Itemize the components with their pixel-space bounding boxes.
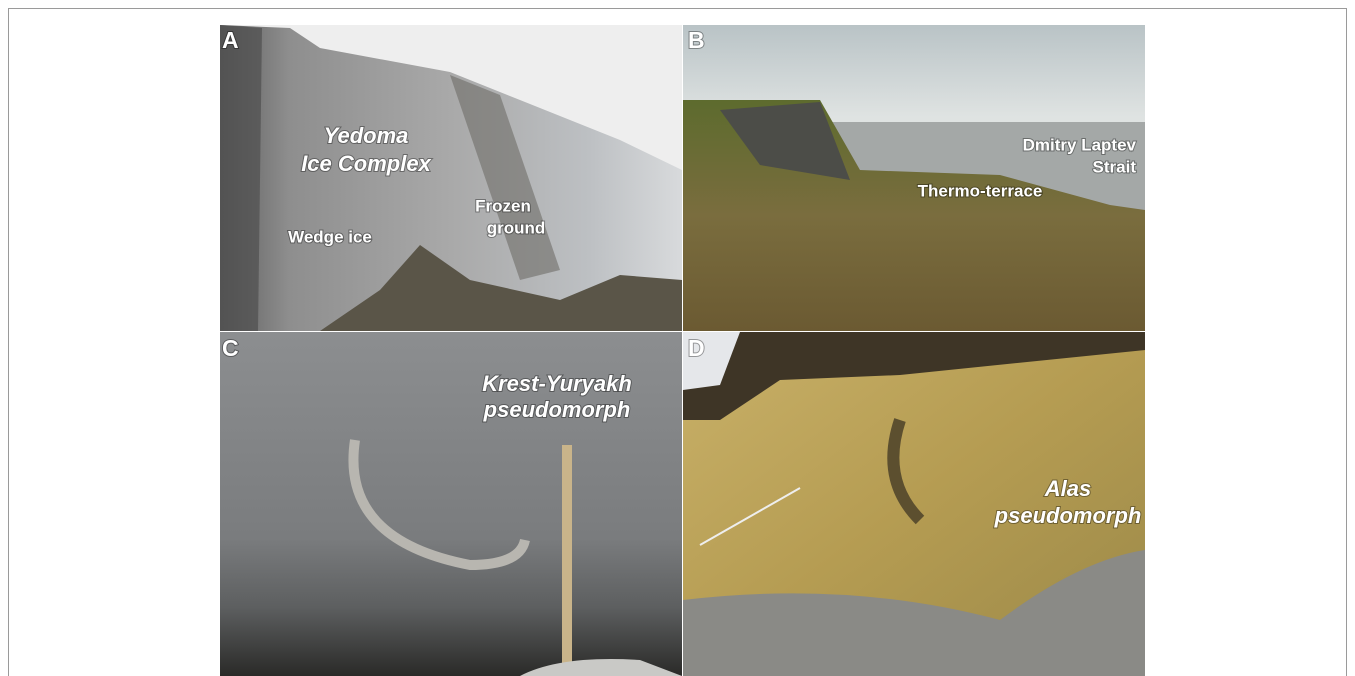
panel-letter: B bbox=[688, 27, 705, 53]
label: Dmitry Laptev bbox=[1023, 135, 1137, 154]
page: {"panels": [ {"letter": "A", "labels": [… bbox=[0, 0, 1355, 676]
label: ground bbox=[487, 218, 546, 237]
panel-b bbox=[683, 25, 1145, 331]
panel-letter: D bbox=[688, 335, 705, 361]
panel-a bbox=[220, 25, 682, 331]
label: Yedoma bbox=[324, 123, 409, 148]
label: Alas bbox=[1044, 476, 1091, 501]
label: Ice Complex bbox=[301, 151, 431, 176]
shadow bbox=[220, 25, 262, 331]
label: Frozen bbox=[475, 196, 531, 215]
label: Thermo-terrace bbox=[918, 181, 1043, 200]
label: pseudomorph bbox=[994, 503, 1142, 528]
panel-letter: C bbox=[222, 335, 239, 361]
figure: A Yedoma Ice Complex Wedge ice Frozen gr… bbox=[0, 0, 1355, 676]
label: pseudomorph bbox=[483, 397, 631, 422]
label: Strait bbox=[1093, 157, 1137, 176]
stick bbox=[562, 445, 572, 676]
label: Krest-Yuryakh bbox=[482, 371, 632, 396]
panel-letter: A bbox=[222, 27, 239, 53]
label: Wedge ice bbox=[288, 227, 372, 246]
